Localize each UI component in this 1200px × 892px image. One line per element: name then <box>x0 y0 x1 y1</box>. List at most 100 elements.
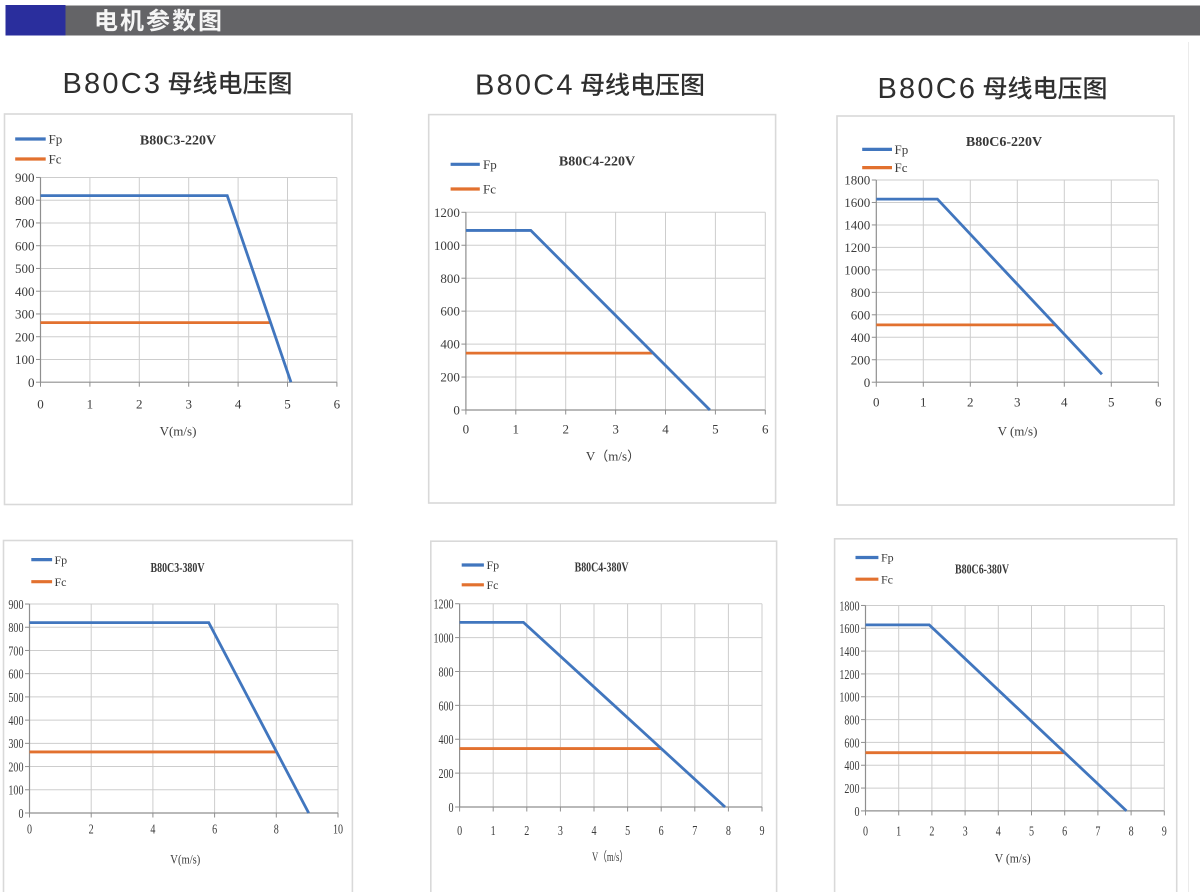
svg-text:4: 4 <box>150 823 155 838</box>
svg-text:1200: 1200 <box>839 668 859 683</box>
svg-text:800: 800 <box>15 193 35 208</box>
svg-text:1400: 1400 <box>844 217 870 232</box>
svg-text:Fp: Fp <box>49 132 63 147</box>
svg-text:1200: 1200 <box>434 205 460 220</box>
svg-text:800: 800 <box>844 713 859 728</box>
svg-text:1000: 1000 <box>839 691 859 706</box>
svg-text:0: 0 <box>27 823 32 838</box>
svg-text:B80C6: B80C6 <box>878 73 978 105</box>
svg-text:1600: 1600 <box>844 195 870 210</box>
svg-text:1000: 1000 <box>844 262 870 277</box>
svg-text:V(m/s): V(m/s) <box>160 424 197 439</box>
svg-text:700: 700 <box>8 644 23 659</box>
svg-text:9: 9 <box>1162 824 1167 839</box>
svg-text:6: 6 <box>1062 824 1067 839</box>
svg-text:7: 7 <box>692 824 697 839</box>
svg-text:V (m/s): V (m/s) <box>998 423 1038 438</box>
svg-text:9: 9 <box>759 824 764 839</box>
svg-text:0: 0 <box>864 375 871 390</box>
svg-text:Fp: Fp <box>895 142 909 157</box>
svg-text:2: 2 <box>929 824 934 839</box>
svg-text:2: 2 <box>524 824 529 839</box>
svg-text:300: 300 <box>8 737 23 752</box>
svg-text:B80C4-380V: B80C4-380V <box>575 561 629 576</box>
svg-text:Fp: Fp <box>487 558 500 572</box>
svg-text:6: 6 <box>659 824 664 839</box>
svg-text:100: 100 <box>15 352 35 367</box>
svg-text:900: 900 <box>15 170 35 185</box>
svg-text:200: 200 <box>15 329 35 344</box>
svg-text:1: 1 <box>87 397 94 412</box>
svg-text:1: 1 <box>920 395 927 410</box>
svg-text:0: 0 <box>873 395 880 410</box>
svg-text:1000: 1000 <box>433 632 453 647</box>
svg-text:300: 300 <box>15 307 35 322</box>
svg-text:1800: 1800 <box>839 599 859 614</box>
svg-text:1: 1 <box>491 824 496 839</box>
svg-text:Fc: Fc <box>881 572 893 586</box>
svg-text:0: 0 <box>28 375 35 390</box>
svg-text:800: 800 <box>440 271 460 286</box>
svg-text:500: 500 <box>8 691 23 706</box>
svg-text:500: 500 <box>15 261 35 276</box>
svg-text:8: 8 <box>1129 824 1134 839</box>
svg-text:600: 600 <box>8 668 23 683</box>
svg-text:Fc: Fc <box>483 182 496 197</box>
svg-text:700: 700 <box>15 216 35 231</box>
svg-text:400: 400 <box>440 337 460 352</box>
svg-text:V（m/s）: V（m/s） <box>586 449 640 464</box>
svg-text:1200: 1200 <box>844 240 870 255</box>
svg-text:0: 0 <box>463 422 470 437</box>
svg-text:200: 200 <box>8 760 23 775</box>
svg-text:5: 5 <box>1108 395 1115 410</box>
svg-text:600: 600 <box>438 699 453 714</box>
svg-text:V（m/s）: V（m/s） <box>592 849 628 864</box>
svg-text:3: 3 <box>612 422 619 437</box>
svg-text:Fc: Fc <box>49 152 62 167</box>
svg-text:10: 10 <box>333 823 343 838</box>
svg-text:Fc: Fc <box>487 578 499 592</box>
svg-text:600: 600 <box>15 238 35 253</box>
svg-text:200: 200 <box>851 352 871 367</box>
svg-text:400: 400 <box>851 330 871 345</box>
svg-text:2: 2 <box>89 823 94 838</box>
svg-text:5: 5 <box>284 397 291 412</box>
svg-text:6: 6 <box>762 422 769 437</box>
svg-text:8: 8 <box>274 823 279 838</box>
svg-text:B80C4: B80C4 <box>475 70 575 102</box>
svg-text:1800: 1800 <box>844 173 870 188</box>
svg-text:B80C4-220V: B80C4-220V <box>559 154 635 169</box>
svg-text:6: 6 <box>1155 395 1162 410</box>
svg-text:400: 400 <box>15 284 35 299</box>
svg-text:200: 200 <box>844 782 859 797</box>
svg-text:5: 5 <box>1029 824 1034 839</box>
svg-text:2: 2 <box>136 397 143 412</box>
svg-text:1000: 1000 <box>434 238 460 253</box>
svg-text:4: 4 <box>662 422 669 437</box>
svg-text:5: 5 <box>712 422 719 437</box>
svg-text:100: 100 <box>8 784 23 799</box>
svg-text:0: 0 <box>863 824 868 839</box>
svg-text:B80C3: B80C3 <box>63 68 163 100</box>
svg-text:600: 600 <box>851 307 871 322</box>
svg-text:Fp: Fp <box>483 157 497 172</box>
svg-text:Fp: Fp <box>881 551 894 565</box>
svg-text:B80C3-380V: B80C3-380V <box>151 561 205 576</box>
svg-text:8: 8 <box>726 824 731 839</box>
svg-text:3: 3 <box>185 397 192 412</box>
svg-text:400: 400 <box>844 759 859 774</box>
svg-text:200: 200 <box>438 767 453 782</box>
svg-text:0: 0 <box>854 805 859 820</box>
svg-text:B80C3-220V: B80C3-220V <box>140 133 216 148</box>
svg-text:200: 200 <box>440 370 460 385</box>
svg-text:400: 400 <box>8 714 23 729</box>
svg-text:4: 4 <box>235 397 242 412</box>
svg-text:0: 0 <box>449 801 454 816</box>
svg-text:600: 600 <box>440 304 460 319</box>
svg-text:0: 0 <box>457 824 462 839</box>
svg-text:2: 2 <box>967 395 974 410</box>
svg-text:0: 0 <box>453 403 460 418</box>
svg-text:3: 3 <box>558 824 563 839</box>
svg-text:4: 4 <box>996 824 1001 839</box>
svg-text:5: 5 <box>625 824 630 839</box>
